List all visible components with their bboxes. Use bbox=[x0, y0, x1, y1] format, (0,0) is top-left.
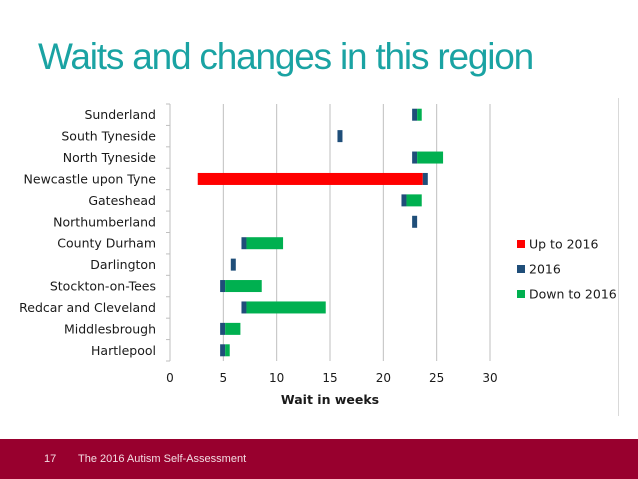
bar-2016-marker bbox=[220, 344, 226, 357]
gridlines bbox=[222, 104, 491, 361]
legend-label-up: Up to 2016 bbox=[529, 237, 598, 252]
bar-2016-marker bbox=[412, 215, 418, 228]
bar-down-to-2016 bbox=[225, 280, 262, 293]
legend: Up to 2016 2016 Down to 2016 bbox=[517, 237, 617, 302]
bar-down-to-2016 bbox=[246, 301, 326, 314]
category-label: North Tyneside bbox=[63, 150, 157, 165]
x-tick-label: 25 bbox=[429, 371, 444, 385]
legend-swatch-marker bbox=[517, 265, 525, 273]
footer-caption: The 2016 Autism Self-Assessment bbox=[78, 453, 247, 465]
bar-2016-marker bbox=[412, 108, 418, 121]
bar-down-to-2016 bbox=[406, 194, 422, 207]
x-tick-label: 0 bbox=[166, 371, 174, 385]
x-tick-label: 30 bbox=[482, 371, 497, 385]
bar-2016-marker bbox=[230, 258, 236, 271]
bars bbox=[197, 108, 444, 357]
category-label: Gateshead bbox=[88, 193, 156, 208]
bar-2016-marker bbox=[220, 322, 226, 335]
bar-2016-marker bbox=[241, 237, 247, 250]
wait-chart: 0 5 10 15 20 25 30 Sunderland South Tyneside Nort… bbox=[19, 103, 617, 407]
legend-swatch-down bbox=[517, 290, 525, 298]
category-label: Stockton-on-Tees bbox=[50, 279, 156, 294]
category-label: Darlington bbox=[90, 257, 156, 272]
category-label: South Tyneside bbox=[61, 129, 156, 144]
bar-down-to-2016 bbox=[417, 108, 422, 121]
category-label: Northumberland bbox=[53, 214, 156, 229]
bar-up-to-2016 bbox=[197, 172, 423, 185]
legend-swatch-up bbox=[517, 240, 525, 248]
bar-2016-marker bbox=[422, 172, 428, 185]
category-label: Sunderland bbox=[84, 107, 156, 122]
bar-down-to-2016 bbox=[225, 322, 241, 335]
x-axis-title: Wait in weeks bbox=[281, 392, 379, 407]
category-label: County Durham bbox=[57, 236, 156, 251]
slide-title: Waits and changes in this region bbox=[38, 36, 534, 77]
x-tick-label: 5 bbox=[220, 371, 228, 385]
legend-label-marker: 2016 bbox=[529, 262, 561, 277]
category-label: Newcastle upon Tyne bbox=[24, 171, 157, 186]
bar-2016-marker bbox=[241, 301, 247, 314]
x-tick-label: 15 bbox=[322, 371, 337, 385]
bar-2016-marker bbox=[401, 194, 407, 207]
page-number: 17 bbox=[44, 453, 57, 465]
slide-divider bbox=[618, 98, 619, 416]
bar-2016-marker bbox=[412, 151, 418, 164]
category-label: Middlesbrough bbox=[64, 321, 156, 336]
footer-bar: 17 The 2016 Autism Self-Assessment bbox=[0, 439, 638, 479]
bar-down-to-2016 bbox=[246, 237, 284, 250]
x-tick-label: 20 bbox=[376, 371, 391, 385]
bar-2016-marker bbox=[337, 130, 343, 143]
x-tick-label: 10 bbox=[269, 371, 284, 385]
legend-label-down: Down to 2016 bbox=[529, 287, 617, 302]
bar-down-to-2016 bbox=[417, 151, 444, 164]
bar-2016-marker bbox=[220, 280, 226, 293]
category-labels: 0 5 10 15 20 25 30 Sunderland South Tyneside Nort… bbox=[19, 107, 498, 407]
category-label: Redcar and Cleveland bbox=[19, 300, 156, 315]
axes bbox=[166, 103, 171, 362]
bar-down-to-2016 bbox=[225, 344, 230, 357]
category-label: Hartlepool bbox=[91, 343, 156, 358]
